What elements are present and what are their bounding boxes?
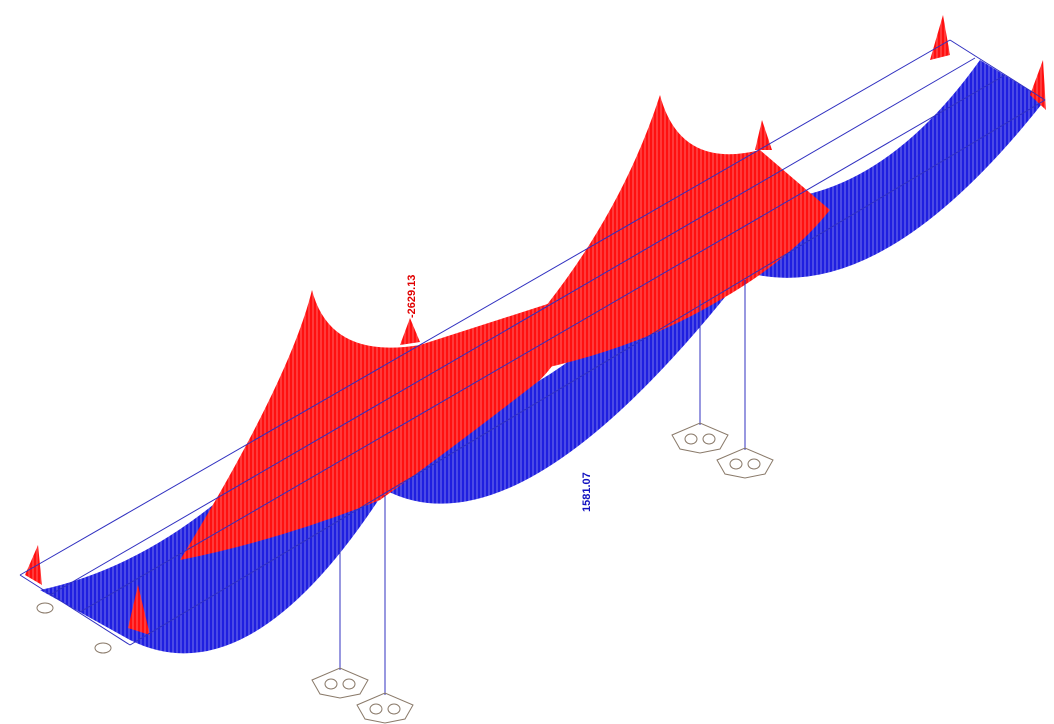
girder [130,100,1045,645]
max-negative-label: -2629.13 [406,275,418,318]
pile-cap [717,448,773,478]
max-positive-label: 1581.07 [581,472,593,512]
page: -2629.13 1581.07 (() => { const data = J… [0,0,1054,724]
pile-cap [357,693,413,723]
pile-cap [312,668,368,698]
pile-cap [672,423,728,453]
girder [80,75,1005,612]
abutment-support [37,603,53,613]
moment-diagram-view: -2629.13 1581.07 [0,0,1054,724]
abutment-support [95,643,111,653]
girder [50,58,975,595]
